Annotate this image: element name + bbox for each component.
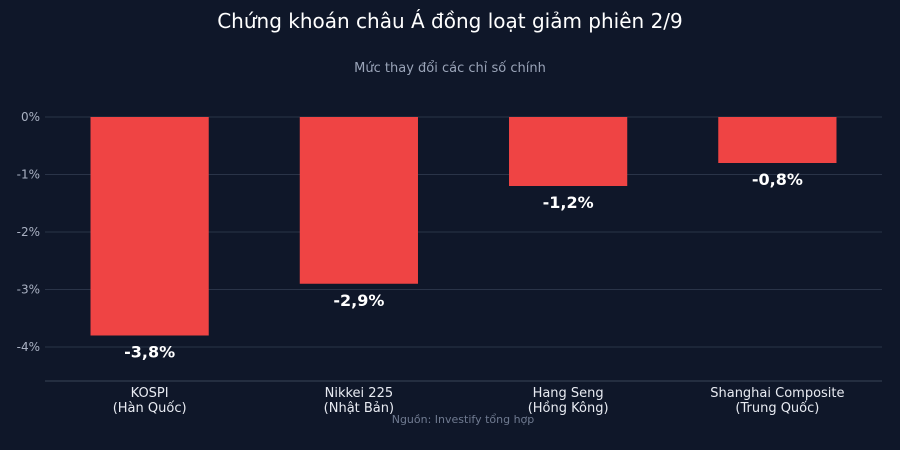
bar [299,117,418,284]
x-tick-label: (Hồng Kông) [528,401,609,416]
y-tick-label: -1% [17,168,40,182]
y-tick-label: -2% [17,225,40,239]
bar [90,117,209,336]
chart-title: Chứng khoán châu Á đồng loạt giảm phiên … [217,9,683,33]
x-tick-label: Nikkei 225 [325,386,394,401]
y-tick-label: -3% [17,283,40,297]
bar [509,117,628,186]
source-note: Nguồn: Investify tổng hợp [392,413,535,426]
data-label: -1,2% [543,193,594,212]
data-label: -2,9% [333,291,384,310]
data-label: -0,8% [752,170,803,189]
y-tick-label: -4% [17,340,40,354]
y-axis-ticks: 0% -1% -2% -3% -4% [17,110,40,354]
x-tick-label: (Nhật Bản) [324,401,394,416]
bar [718,117,837,163]
x-tick-label: KOSPI [131,386,169,401]
x-tick-label: Shanghai Composite [710,386,844,401]
x-tick-label: (Trung Quốc) [735,401,819,416]
data-label: -3,8% [124,343,175,362]
x-axis-categories: KOSPI(Hàn Quốc) Nikkei 225(Nhật Bản) Hang … [113,386,845,416]
bars [90,117,837,336]
x-tick-label: Hang Seng [533,386,604,401]
chart-subtitle: Mức thay đổi các chỉ số chính [354,61,546,76]
data-labels: -3,8% -2,9% -1,2% -0,8% [124,170,803,362]
y-tick-label: 0% [21,110,40,124]
x-tick-label: (Hàn Quốc) [113,401,187,416]
